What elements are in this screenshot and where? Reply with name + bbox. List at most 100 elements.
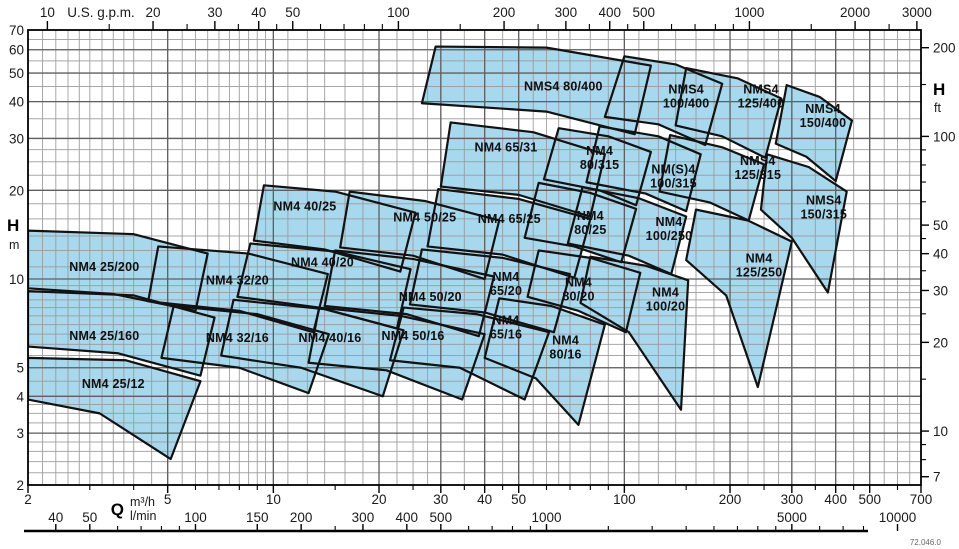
region-label-nm4-65-25: NM4 65/25 bbox=[478, 212, 541, 226]
bottom-lmin-label: 500 bbox=[430, 510, 453, 525]
bottom-lmin-label: 300 bbox=[352, 510, 375, 525]
region-border-nms4-150-400 bbox=[774, 84, 854, 183]
region-label-nms4-125-400: NMS4 bbox=[743, 82, 779, 96]
region-label-nm4-65-31: NM4 65/31 bbox=[475, 140, 538, 154]
bottom-m3h-label: 700 bbox=[910, 492, 933, 507]
region-border-nm4-25-200 bbox=[28, 229, 209, 312]
bottom-axis-unit-m3h: m³/h bbox=[130, 495, 155, 509]
left-tick-label: 50 bbox=[9, 66, 24, 81]
region-border-nms4-80-400 bbox=[420, 45, 652, 136]
top-tick-label: 30 bbox=[207, 5, 222, 20]
top-tick-label: 10 bbox=[40, 5, 55, 20]
region-label-nm4-100-20: NM4 bbox=[652, 285, 679, 299]
bottom-axis-lmin: 40 50 100 150 200 300 400 500 1000 5000 10000 Q m³/h… bbox=[24, 495, 916, 533]
region-label-nm4-65-20: NM4 bbox=[492, 270, 519, 284]
left-axis: 70 60 50 40 30 20 10 5 4 3 2 Hm bbox=[7, 23, 24, 493]
left-tick-label: 60 bbox=[9, 43, 24, 58]
region-border-nm4-100-20 bbox=[579, 255, 690, 411]
region-label2-nms4-100-400: 100/400 bbox=[663, 96, 710, 110]
right-tick-label: 30 bbox=[933, 283, 948, 298]
bottom-axis-unit-lmin: l/min bbox=[130, 509, 156, 523]
region-label-nm4-32-20: NM4 32/20 bbox=[206, 273, 269, 287]
right-tick-label: 50 bbox=[933, 218, 948, 233]
right-axis-unit: ft bbox=[934, 101, 941, 115]
left-tick-label: 2 bbox=[16, 478, 24, 493]
region-label2-nms4-125-400: 125/400 bbox=[738, 96, 785, 110]
region-label-nm4-125-250: NM4 bbox=[746, 252, 773, 266]
region-fill-nms4-125-400 bbox=[675, 68, 782, 158]
region-label-nms4-100-400: NMS4 bbox=[668, 82, 704, 96]
region-label-nm4-40-20: NM4 40/20 bbox=[291, 255, 354, 269]
left-axis-unit: m bbox=[9, 238, 19, 252]
plot-border bbox=[27, 29, 922, 486]
region-label-nm4-80-16: NM4 bbox=[552, 334, 579, 348]
region-label2-nm4-100-250: 100/250 bbox=[646, 229, 693, 243]
left-axis-title: H bbox=[7, 216, 19, 235]
region-border-nm4-65-20 bbox=[408, 248, 572, 334]
region-fill-nms4-150-315 bbox=[760, 154, 847, 293]
region-label-nms4-150-400: NMS4 bbox=[805, 102, 841, 116]
top-tick-label: 40 bbox=[251, 5, 266, 20]
region-fill-nm4-80-16 bbox=[484, 298, 605, 425]
region-border-nm4-50-25 bbox=[339, 190, 501, 281]
right-axis: 200 100 50 40 30 20 10 7 Hft bbox=[921, 41, 956, 485]
left-tick-label: 40 bbox=[9, 95, 24, 110]
bottom-m3h-label: 400 bbox=[824, 492, 847, 507]
region-label-nm4-50-20: NM4 50/20 bbox=[399, 290, 462, 304]
region-border-nm4-50-16 bbox=[307, 306, 486, 401]
region-fill-nm4-125-250 bbox=[686, 209, 792, 388]
document-code: 72.046.0 bbox=[909, 538, 941, 547]
region-fill-nm4-100-250 bbox=[567, 187, 687, 275]
top-tick-label: 20 bbox=[146, 5, 161, 20]
bottom-m3h-label: 20 bbox=[371, 492, 386, 507]
region-border-nm-s-4-100-315 bbox=[585, 125, 702, 213]
right-tick-label: 20 bbox=[933, 335, 948, 350]
region-label-nm-s-4-100-315: NM(S)4 bbox=[651, 162, 695, 176]
region-label-nm4-80-315: NM4 bbox=[586, 144, 613, 158]
bottom-m3h-label: 40 bbox=[477, 492, 492, 507]
left-tick-label: 10 bbox=[9, 272, 24, 287]
pump-region-borders bbox=[28, 45, 854, 461]
region-label2-nm4-125-250: 125/250 bbox=[736, 266, 783, 280]
bottom-lmin-label: 100 bbox=[184, 510, 207, 525]
pump-region-labels: NM4 25/200 NM4 25/160 NM4 25/12 NM4 32/20 NM… bbox=[69, 80, 847, 392]
region-label2-nm4-80-25: 80/25 bbox=[574, 223, 606, 237]
bottom-m3h-label: 300 bbox=[781, 492, 804, 507]
right-tick-label: 100 bbox=[933, 129, 956, 144]
bottom-axis-title: Q bbox=[111, 500, 124, 519]
region-label2-nm4-65-16: 65/16 bbox=[490, 328, 522, 342]
region-label-nm4-32-16: NM4 32/16 bbox=[206, 331, 269, 345]
left-tick-label: 20 bbox=[9, 183, 24, 198]
bottom-m3h-label: 2 bbox=[24, 492, 32, 507]
top-tick-label: 500 bbox=[632, 5, 655, 20]
region-border-nm4-65-25 bbox=[426, 187, 592, 279]
region-label-nm4-25-160: NM4 25/160 bbox=[69, 329, 139, 343]
top-tick-label: 100 bbox=[387, 5, 410, 20]
bottom-m3h-label: 30 bbox=[433, 492, 448, 507]
region-label-nm4-25-12: NM4 25/12 bbox=[82, 377, 145, 391]
region-label-nm4-65-16: NM4 bbox=[492, 314, 519, 328]
left-tick-label: 30 bbox=[9, 131, 24, 146]
top-tick-label: 3000 bbox=[902, 5, 932, 20]
bottom-lmin-label: 50 bbox=[82, 510, 97, 525]
region-label-nms4-150-315: NMS4 bbox=[806, 194, 842, 208]
bottom-lmin-label: 40 bbox=[48, 510, 63, 525]
region-fill-nm4-100-20 bbox=[580, 256, 689, 410]
bottom-m3h-label: 10 bbox=[266, 492, 281, 507]
region-border-nm4-80-16 bbox=[483, 297, 606, 426]
region-border-nm4-32-16 bbox=[160, 304, 331, 395]
bottom-m3h-label: 50 bbox=[511, 492, 526, 507]
left-tick-label: 3 bbox=[16, 426, 24, 441]
bottom-lmin-label: 400 bbox=[396, 510, 419, 525]
top-tick-label: 1000 bbox=[734, 5, 764, 20]
bottom-axis-m3h: 2 5 10 20 30 40 50 100 200 300 400 500 700 bbox=[24, 485, 932, 507]
region-border-nm4-25-12 bbox=[28, 356, 202, 461]
top-tick-label: 50 bbox=[285, 5, 300, 20]
region-border-nm4-125-250 bbox=[685, 208, 793, 389]
region-label2-nms4-150-400: 150/400 bbox=[800, 116, 847, 130]
region-border-nms4-100-400 bbox=[603, 55, 724, 147]
bottom-lmin-label: 150 bbox=[246, 510, 269, 525]
region-border-nm4-80-315 bbox=[542, 127, 652, 207]
